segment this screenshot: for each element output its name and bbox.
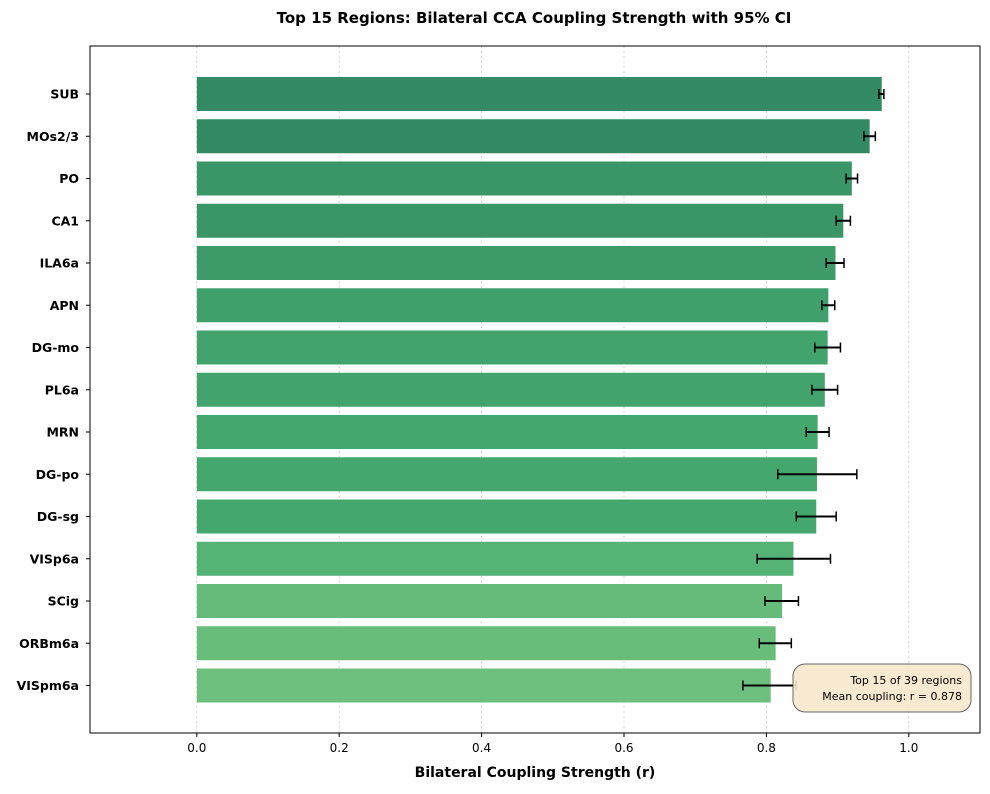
y-axis-category-labels: SUB MOs2/3 PO CA1 ILA6a APN DG-mo PL6a MRN DG-po D…	[17, 87, 90, 693]
bar	[196, 161, 852, 196]
x-tick-label: 1.0	[899, 741, 918, 755]
bar	[196, 457, 817, 492]
bar	[196, 584, 783, 618]
bar	[196, 668, 771, 703]
category-label: MOs2/3	[27, 129, 79, 144]
bar	[196, 415, 818, 449]
category-label: DG-mo	[32, 340, 80, 355]
category-label: MRN	[46, 425, 79, 440]
bar	[196, 330, 828, 365]
category-label: VISpm6a	[17, 678, 79, 693]
bar	[196, 119, 870, 154]
bars	[196, 77, 882, 703]
annotation-background	[792, 663, 972, 713]
x-tick-label: 0.4	[472, 741, 491, 755]
bar	[196, 203, 844, 238]
category-label: CA1	[51, 213, 79, 228]
x-tick-label: 0.8	[757, 741, 776, 755]
category-label: ORBm6a	[19, 636, 79, 651]
category-label: PO	[59, 171, 79, 186]
category-label: PL6a	[45, 382, 79, 397]
x-axis-label: Bilateral Coupling Strength (r)	[415, 765, 656, 781]
annotation-line2: Mean coupling: r = 0.878	[822, 690, 962, 703]
bar	[196, 499, 817, 534]
x-axis-ticks: 0.0 0.2 0.4 0.6 0.8 1.0	[187, 733, 918, 755]
bar	[196, 77, 882, 111]
bar	[196, 541, 794, 576]
category-label: ILA6a	[40, 256, 79, 271]
category-label: VISp6a	[30, 551, 79, 566]
bar	[196, 288, 829, 323]
category-label: SCig	[48, 594, 79, 609]
x-tick-label: 0.0	[187, 741, 206, 755]
chart-title: Top 15 Regions: Bilateral CCA Coupling S…	[277, 9, 792, 27]
bar	[196, 246, 836, 280]
error-bars	[742, 89, 885, 691]
bar	[196, 372, 825, 407]
category-label: APN	[50, 298, 79, 313]
annotation-line1: Top 15 of 39 regions	[849, 674, 962, 687]
annotation-box: Top 15 of 39 regions Mean coupling: r = …	[792, 663, 972, 713]
category-label: SUB	[50, 87, 79, 102]
category-label: DG-sg	[37, 509, 79, 524]
bar	[196, 626, 776, 661]
x-tick-label: 0.2	[330, 741, 349, 755]
category-label: DG-po	[36, 467, 80, 482]
x-tick-label: 0.6	[614, 741, 633, 755]
